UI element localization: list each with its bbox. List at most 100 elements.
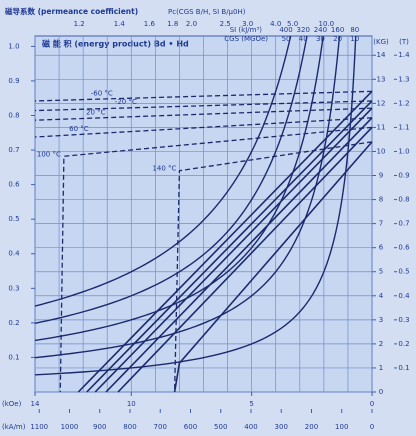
y3-tick-label: 0.3	[398, 316, 409, 324]
energy-curve	[34, 35, 308, 324]
permeance-label: 1.4	[114, 20, 126, 28]
x2-tick-label: 500	[214, 423, 227, 431]
permeance-label: 1.6	[144, 20, 156, 28]
x2-tick-label: 900	[93, 423, 106, 431]
y3-tick-label: 0.1	[398, 364, 409, 372]
y2-tick-label: 14	[377, 51, 386, 59]
x2-tick-label: 800	[123, 423, 136, 431]
y2-tick-label: 11	[377, 123, 386, 131]
temperature-label: 60 °C	[69, 125, 89, 133]
intrinsic-curve	[59, 126, 373, 393]
y-tick-label: 0.9	[8, 77, 19, 85]
y2-tick-label: 7	[379, 220, 383, 228]
intrinsic-curve	[173, 141, 373, 393]
induction-curve	[117, 126, 373, 393]
y2-tick-label: 2	[379, 340, 383, 348]
x2-tick-label: 600	[184, 423, 197, 431]
energy-si-unit: SI (kJ/m³)	[230, 26, 263, 34]
x2-tick-label: 700	[154, 423, 167, 431]
temperature-label: -60 °C	[91, 89, 113, 97]
y3-tick-label: 1.3	[398, 75, 409, 83]
y3-tick-label: 0.5	[398, 268, 409, 276]
permeance-label: 2.5	[220, 20, 231, 28]
energy-si-label: 240	[314, 26, 327, 34]
permeance-label: 4.0	[270, 20, 281, 28]
energy-si-label: 400	[279, 26, 292, 34]
y-tick-label: 0.7	[8, 146, 19, 154]
y3-tick-label: 0.6	[398, 244, 410, 252]
permeance-label: 2.0	[186, 20, 197, 28]
energy-si-label: 320	[297, 26, 310, 34]
energy-cgs-label: 50	[282, 35, 291, 43]
y2-tick-label: 4	[379, 292, 384, 300]
x2-tick-label: 100	[335, 423, 348, 431]
chart-title: 磁导系数 (permeance coefficient)	[5, 6, 138, 16]
y3-tick-label: 1.1	[398, 123, 409, 131]
y2-tick-label: 1	[379, 364, 383, 372]
x2-tick-label: 0	[370, 423, 374, 431]
y2-axis-label: (KG)	[373, 38, 389, 46]
y2-tick-label: 9	[379, 172, 383, 180]
y3-tick-label: 0.8	[398, 196, 409, 204]
induction-curve	[173, 141, 373, 393]
y3-tick-label: 0.4	[398, 292, 410, 300]
y3-tick-label: 1.0	[398, 147, 409, 155]
y3-tick-label: 0.7	[398, 220, 409, 228]
y2-tick-label: 3	[379, 316, 383, 324]
y-tick-label: 0.2	[8, 319, 19, 327]
energy-cgs-label: 20	[333, 35, 342, 43]
x2-tick-label: 400	[244, 423, 257, 431]
permeance-label: 1.2	[74, 20, 85, 28]
y-tick-label: 0.6	[8, 181, 20, 189]
y3-axis-label: (T)	[399, 38, 409, 46]
intrinsic-curve	[34, 100, 373, 112]
temperature-label: 20 °C	[86, 108, 106, 116]
intrinsic-curve	[34, 117, 373, 138]
energy-si-label: 80	[350, 26, 359, 34]
intrinsic-curve	[34, 90, 373, 102]
permeance-label: 10.0	[319, 20, 335, 28]
y2-tick-label: 6	[379, 244, 384, 252]
energy-cgs-label: 40	[299, 35, 308, 43]
intrinsic-curve	[34, 107, 373, 121]
temperature-label: 140 °C	[152, 165, 176, 173]
energy-curve	[34, 35, 292, 307]
energy-cgs-unit: CGS (MGOe)	[224, 35, 268, 43]
y-tick-label: 0.4	[8, 250, 20, 258]
y2-tick-label: 10	[377, 147, 386, 155]
x2-tick-label: 1100	[30, 423, 48, 431]
permeance-label: 1.8	[167, 20, 178, 28]
induction-curve	[77, 90, 373, 393]
energy-title: 磁 能 积 (energy product) Bd • Hd	[42, 39, 189, 49]
y2-tick-label: 5	[379, 268, 383, 276]
x-tick-label: 14	[31, 400, 40, 408]
x2-tick-label: 1000	[61, 423, 79, 431]
y3-tick-label: 0.9	[398, 172, 409, 180]
x2-axis-label: (kA/m)	[2, 423, 26, 431]
y-tick-label: 0.8	[8, 111, 19, 119]
temperature-label: -20 °C	[115, 98, 137, 106]
y-tick-label: 1.0	[8, 42, 19, 50]
energy-cgs-label: 30	[316, 35, 325, 43]
x-axis-label: (kOe)	[2, 400, 22, 408]
x2-tick-label: 200	[305, 423, 318, 431]
y3-tick-label: 1.2	[398, 99, 409, 107]
y2-tick-label: 0	[379, 388, 383, 396]
x-tick-label: 0	[370, 400, 374, 408]
permeance-note: Pc(CGS B/H, SI B/μ0H)	[168, 8, 246, 16]
x-tick-label: 5	[249, 400, 253, 408]
temperature-label: 100 °C	[37, 150, 61, 158]
permeance-label: 3.0	[242, 20, 253, 28]
energy-si-label: 160	[331, 26, 344, 34]
y-tick-label: 0.5	[8, 215, 19, 223]
y-tick-label: 0.1	[8, 353, 19, 361]
induction-curve	[105, 117, 373, 393]
y3-tick-label: 0.2	[398, 340, 409, 348]
permeance-label: 5.0	[287, 20, 298, 28]
y2-tick-label: 13	[377, 75, 386, 83]
energy-curve	[34, 35, 357, 376]
y2-tick-label: 12	[377, 99, 386, 107]
induction-curve	[94, 107, 373, 393]
y2-tick-label: 8	[379, 196, 383, 204]
